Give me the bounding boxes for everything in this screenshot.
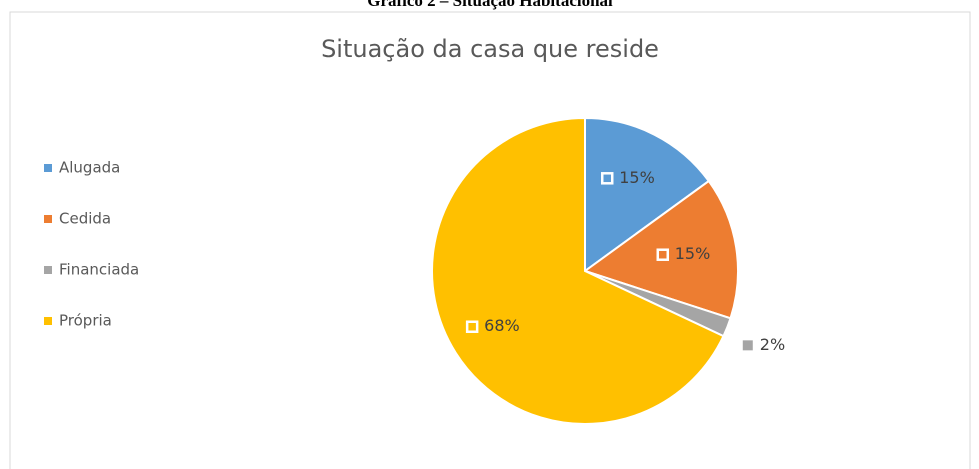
legend-label: Cedida: [59, 210, 111, 228]
legend-key: [44, 215, 52, 223]
legend-key: [44, 266, 52, 274]
pie-slice: [431, 116, 725, 425]
legend-label: Própria: [59, 312, 112, 330]
data-label: 2%: [760, 335, 785, 354]
data-label: 15%: [619, 168, 655, 187]
label-key: [600, 172, 614, 185]
data-label: 68%: [484, 316, 520, 335]
legend-key: [44, 164, 52, 172]
pie-slice: [584, 116, 711, 273]
label-key: [656, 248, 670, 261]
legend-label: Financiada: [59, 261, 139, 279]
data-label: 15%: [675, 244, 711, 263]
label-key: [465, 320, 479, 333]
caption: Gráfico 2 – Situação Habitacional: [367, 0, 613, 10]
legend-label: Alugada: [59, 159, 120, 177]
label-key: [742, 340, 753, 351]
legend-key: [44, 317, 52, 325]
chart-title: Situação da casa que reside: [321, 35, 659, 63]
